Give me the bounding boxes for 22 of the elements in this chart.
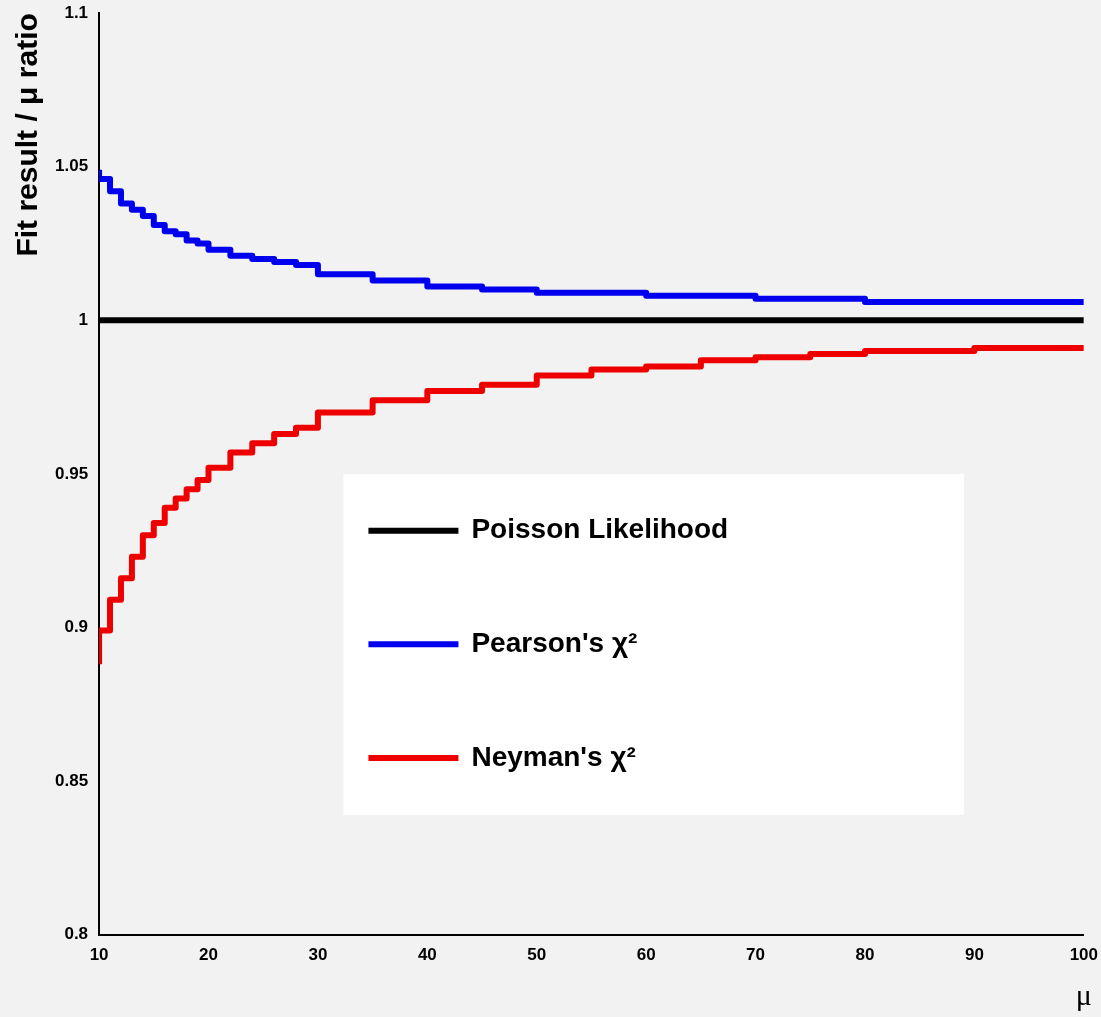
x-tick-label: 90 xyxy=(964,945,984,965)
y-tick-label: 0.8 xyxy=(64,924,89,944)
legend-label: Pearson's χ² xyxy=(471,627,638,659)
x-tick-label: 40 xyxy=(417,945,437,965)
x-tick-label: 60 xyxy=(636,945,656,965)
legend-label: Neyman's χ² xyxy=(471,740,636,772)
y-tick-label: 0.95 xyxy=(54,463,89,483)
y-tick-label: 0.9 xyxy=(64,617,89,637)
x-tick-label: 80 xyxy=(855,945,875,965)
x-tick-label: 50 xyxy=(527,945,547,965)
y-tick-label: 0.85 xyxy=(54,770,89,790)
y-tick-label: 1 xyxy=(78,310,89,330)
y-tick-label: 1.05 xyxy=(54,156,89,176)
y-axis-title: Fit result / μ ratio xyxy=(10,13,44,257)
x-tick-label: 70 xyxy=(746,945,766,965)
y-tick-label: 1.1 xyxy=(64,2,89,22)
x-axis-title: μ xyxy=(1075,977,1092,1011)
x-tick-label: 10 xyxy=(89,945,109,965)
legend-label: Poisson Likelihood xyxy=(471,513,729,545)
x-tick-label: 20 xyxy=(199,945,218,965)
x-tick-label: 100 xyxy=(1069,945,1099,965)
x-tick-label: 30 xyxy=(308,945,328,965)
